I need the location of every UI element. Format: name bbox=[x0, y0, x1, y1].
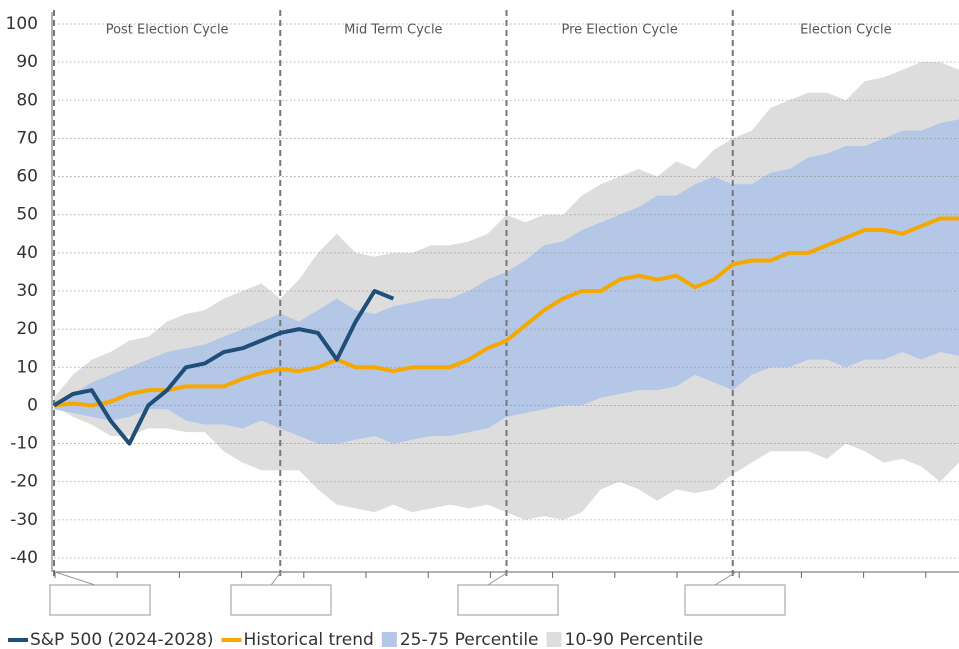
callout-pointer bbox=[269, 571, 301, 586]
y-tick-label: 90 bbox=[16, 52, 38, 72]
y-tick-label: 100 bbox=[6, 14, 38, 34]
y-tick-label: 60 bbox=[16, 167, 38, 187]
callout-pointer bbox=[54, 571, 96, 586]
y-tick-label: 40 bbox=[16, 243, 38, 263]
y-tick-label: 70 bbox=[16, 128, 38, 148]
y-tick-label: -20 bbox=[10, 472, 38, 492]
callout-box bbox=[230, 584, 332, 616]
series-line bbox=[53, 216, 959, 408]
y-tick-label: 80 bbox=[16, 90, 38, 110]
legend-swatch bbox=[546, 632, 562, 647]
callout-pointer bbox=[713, 571, 745, 586]
legend-label: 25-75 Percentile bbox=[400, 630, 539, 649]
legend-swatch bbox=[381, 632, 397, 647]
cycle-label: Post Election Cycle bbox=[106, 23, 229, 38]
callout-box bbox=[457, 584, 559, 616]
series-line bbox=[52, 289, 395, 446]
y-tick-label: 10 bbox=[16, 357, 38, 377]
y-tick-label: 20 bbox=[16, 319, 38, 339]
callout-box bbox=[684, 584, 786, 616]
y-tick-label: 0 bbox=[27, 395, 38, 415]
callout-box bbox=[49, 584, 151, 616]
y-tick-label: 50 bbox=[16, 205, 38, 225]
legend-label: 10-90 Percentile bbox=[565, 630, 704, 649]
callout-pointer bbox=[486, 571, 518, 586]
y-tick-label: -40 bbox=[10, 548, 38, 568]
cycle-label: Pre Election Cycle bbox=[561, 23, 677, 38]
plot: -40 -30 -20 -10 0 10 20 30 40 50 60 70 80 90 100 Post E… bbox=[6, 10, 959, 578]
legend-label: S&P 500 (2024-2028) bbox=[30, 630, 213, 649]
legend-label: Historical trend bbox=[243, 630, 373, 649]
y-tick-label: -10 bbox=[10, 434, 38, 454]
legend: S&P 500 (2024-2028) Historical trend 25-75… bbox=[8, 630, 703, 649]
y-tick-label: -30 bbox=[10, 510, 38, 530]
callouts bbox=[49, 571, 786, 616]
cycle-label: Election Cycle bbox=[800, 23, 892, 38]
cycle-label: Mid Term Cycle bbox=[344, 23, 442, 38]
y-tick-label: 30 bbox=[16, 281, 38, 301]
